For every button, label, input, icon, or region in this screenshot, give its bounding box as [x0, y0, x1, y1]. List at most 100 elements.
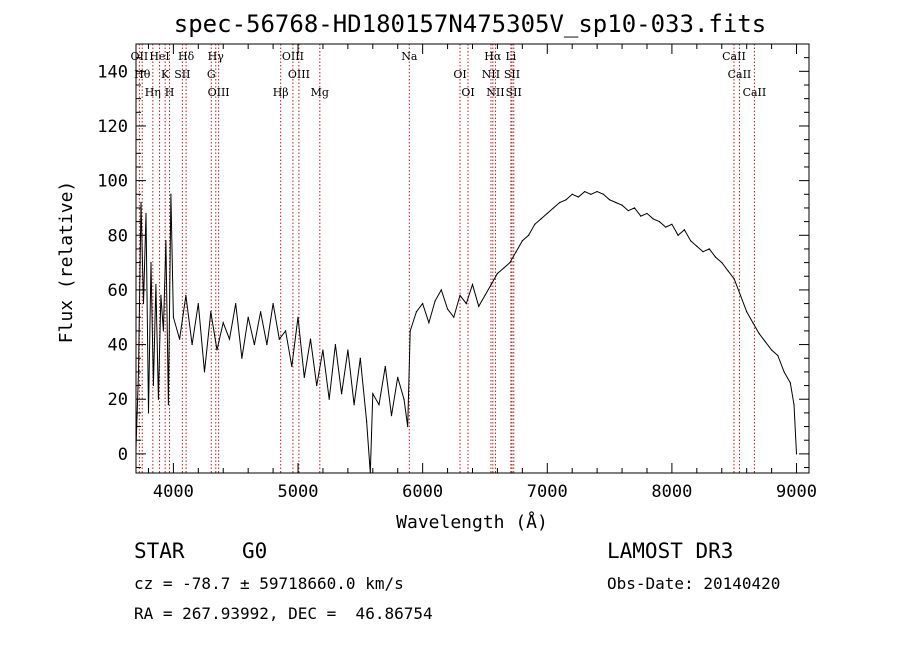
data-point — [378, 404, 380, 406]
data-point — [140, 201, 142, 204]
line-label-3: HeI — [149, 50, 169, 63]
line-labels: OIIHθHηHeIKHHδSIIOIIIHγGHβOIIIOIIIMgNaOI… — [131, 50, 767, 99]
data-point — [465, 302, 467, 305]
data-point — [733, 278, 735, 280]
data-point — [527, 234, 530, 236]
data-point — [646, 212, 648, 215]
line-label-6: Hδ — [178, 50, 195, 63]
x-tick-label: 5000 — [278, 482, 319, 502]
x-tick-label: 8000 — [651, 482, 692, 502]
data-point — [534, 223, 536, 225]
line-label-14: Mg — [311, 86, 329, 99]
object-class: STAR — [134, 539, 185, 563]
data-point — [696, 245, 698, 247]
data-point — [546, 212, 548, 215]
data-point — [247, 316, 249, 318]
data-point — [540, 218, 542, 220]
data-point — [746, 311, 748, 313]
data-point — [777, 354, 779, 357]
data-point — [721, 261, 723, 264]
data-point — [714, 256, 717, 258]
data-point — [272, 302, 274, 305]
data-point — [727, 270, 729, 272]
data-point — [210, 311, 212, 313]
data-point — [478, 305, 480, 307]
x-tick-label: 9000 — [776, 482, 817, 502]
data-point — [407, 425, 409, 428]
data-point — [260, 311, 262, 313]
survey-name: LAMOST DR3 — [607, 539, 734, 563]
data-point — [739, 294, 742, 296]
y-tick-label: 140 — [97, 62, 128, 82]
data-point — [596, 190, 598, 193]
line-label-20: NII — [486, 86, 504, 99]
subclass: G0 — [242, 539, 268, 563]
data-point — [428, 322, 430, 324]
data-point — [191, 343, 193, 346]
data-point — [503, 267, 505, 269]
data-point — [150, 261, 152, 264]
y-axis-label: Flux (relative) — [56, 181, 77, 344]
data-point — [291, 365, 293, 368]
data-point — [152, 384, 155, 387]
data-point — [316, 384, 318, 387]
data-point — [434, 300, 436, 302]
chart-title: spec-56768-HD180157N475305V_sp10-033.fit… — [174, 10, 766, 38]
series-layer — [135, 190, 798, 474]
data-point — [446, 308, 449, 310]
data-point — [365, 420, 368, 422]
data-point — [162, 330, 165, 332]
data-point — [608, 199, 611, 201]
x-tick-label: 7000 — [527, 482, 568, 502]
data-point — [789, 382, 791, 384]
data-point — [185, 294, 187, 296]
data-point — [515, 251, 517, 253]
obs-date: Obs-Date: 20140420 — [607, 574, 781, 593]
data-point — [341, 393, 343, 395]
line-label-22: SII — [504, 68, 520, 81]
data-point — [309, 338, 312, 340]
data-point — [142, 302, 145, 305]
line-label-18: Hα — [484, 50, 502, 63]
data-point — [222, 322, 224, 324]
data-point — [640, 215, 642, 217]
data-point — [157, 398, 160, 400]
data-point — [228, 338, 231, 340]
data-point — [771, 349, 773, 351]
data-point — [758, 333, 760, 335]
line-label-21: Li — [505, 50, 516, 63]
line-label-24: CaII — [722, 50, 746, 63]
data-point — [390, 415, 393, 417]
x-axis: 4000 5000 6000 7000 8000 9000 — [147, 44, 817, 502]
data-point — [509, 261, 511, 264]
data-point — [359, 357, 361, 359]
data-point — [328, 398, 330, 400]
data-point — [422, 302, 424, 305]
y-axis: 0 20 40 60 80 100 120 140 — [97, 57, 809, 469]
data-point — [652, 218, 654, 220]
data-point — [793, 404, 795, 406]
line-label-17: OI — [461, 86, 474, 99]
data-point — [559, 201, 561, 204]
data-point — [397, 376, 399, 378]
data-point — [384, 365, 386, 368]
data-point — [571, 193, 573, 195]
line-label-11: Hβ — [273, 86, 289, 99]
data-point — [172, 316, 174, 318]
line-label-23: SII — [506, 86, 522, 99]
data-point — [440, 289, 442, 291]
data-point — [235, 302, 237, 305]
plot-frame — [135, 43, 810, 474]
data-point — [633, 207, 636, 209]
data-point — [471, 283, 474, 286]
data-point — [216, 349, 218, 351]
data-point — [621, 204, 623, 206]
line-label-1: Hθ — [134, 68, 151, 81]
line-label-7: SII — [174, 68, 190, 81]
data-point — [665, 226, 667, 228]
data-point — [627, 210, 629, 212]
data-point — [266, 343, 268, 346]
data-point — [347, 349, 349, 351]
data-point — [303, 376, 305, 378]
data-point — [783, 371, 785, 373]
